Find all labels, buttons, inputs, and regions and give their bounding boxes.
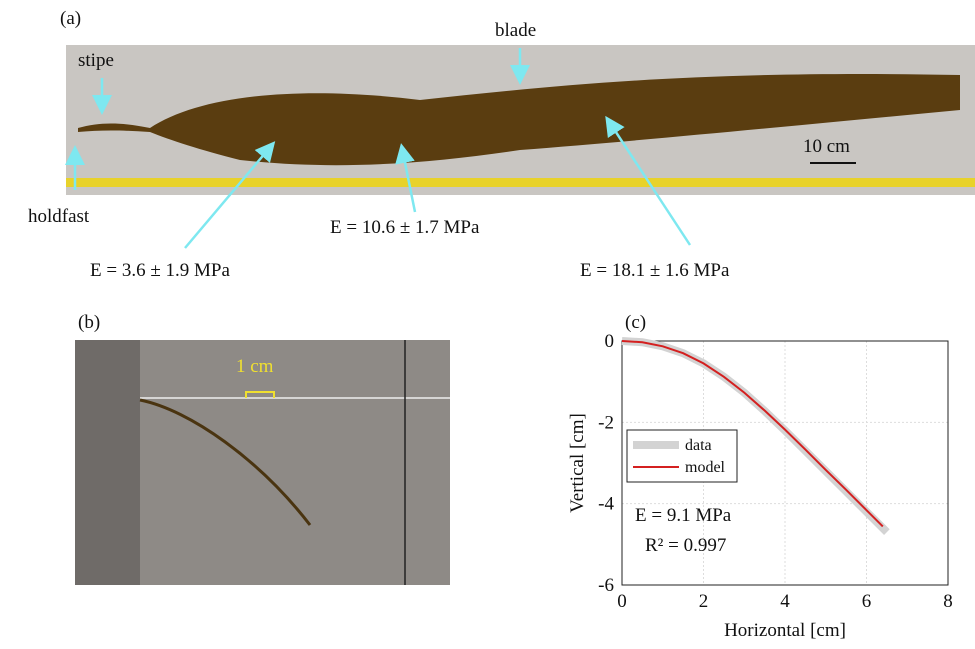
x-tick-label: 8 xyxy=(943,591,953,612)
panel-label: (a) xyxy=(60,8,81,29)
y-tick-label: -2 xyxy=(598,412,614,433)
y-tick-label: 0 xyxy=(605,331,615,352)
y-tick-label: -6 xyxy=(598,575,614,596)
x-tick-label: 2 xyxy=(699,591,709,612)
y-tick-label: -4 xyxy=(598,494,614,515)
annotation: R² = 0.997 xyxy=(645,535,726,556)
holdfast-label: holdfast xyxy=(28,206,90,227)
panel-label: (b) xyxy=(78,312,100,333)
y-axis-label: Vertical [cm] xyxy=(567,413,588,513)
figure: (a) blade stipe holdfast 10 cm E = 10.6 … xyxy=(0,0,975,644)
modulus-label: E = 18.1 ± 1.6 MPa xyxy=(580,260,730,281)
legend-label: model xyxy=(685,459,726,476)
x-axis-label: Horizontal [cm] xyxy=(724,620,846,641)
scale-label: 10 cm xyxy=(803,136,850,157)
stipe-label: stipe xyxy=(78,50,114,71)
clamp xyxy=(75,340,140,585)
x-tick-label: 6 xyxy=(862,591,872,612)
x-tick-label: 4 xyxy=(780,591,790,612)
blade-label: blade xyxy=(495,20,536,41)
modulus-label: E = 3.6 ± 1.9 MPa xyxy=(90,260,230,281)
tape-measure xyxy=(66,178,975,187)
annotation: E = 9.1 MPa xyxy=(635,505,732,526)
panel-label: (c) xyxy=(625,312,646,333)
scale-label: 1 cm xyxy=(236,356,274,377)
modulus-label: E = 10.6 ± 1.7 MPa xyxy=(330,217,480,238)
x-tick-label: 0 xyxy=(617,591,627,612)
legend-label: data xyxy=(685,437,712,454)
